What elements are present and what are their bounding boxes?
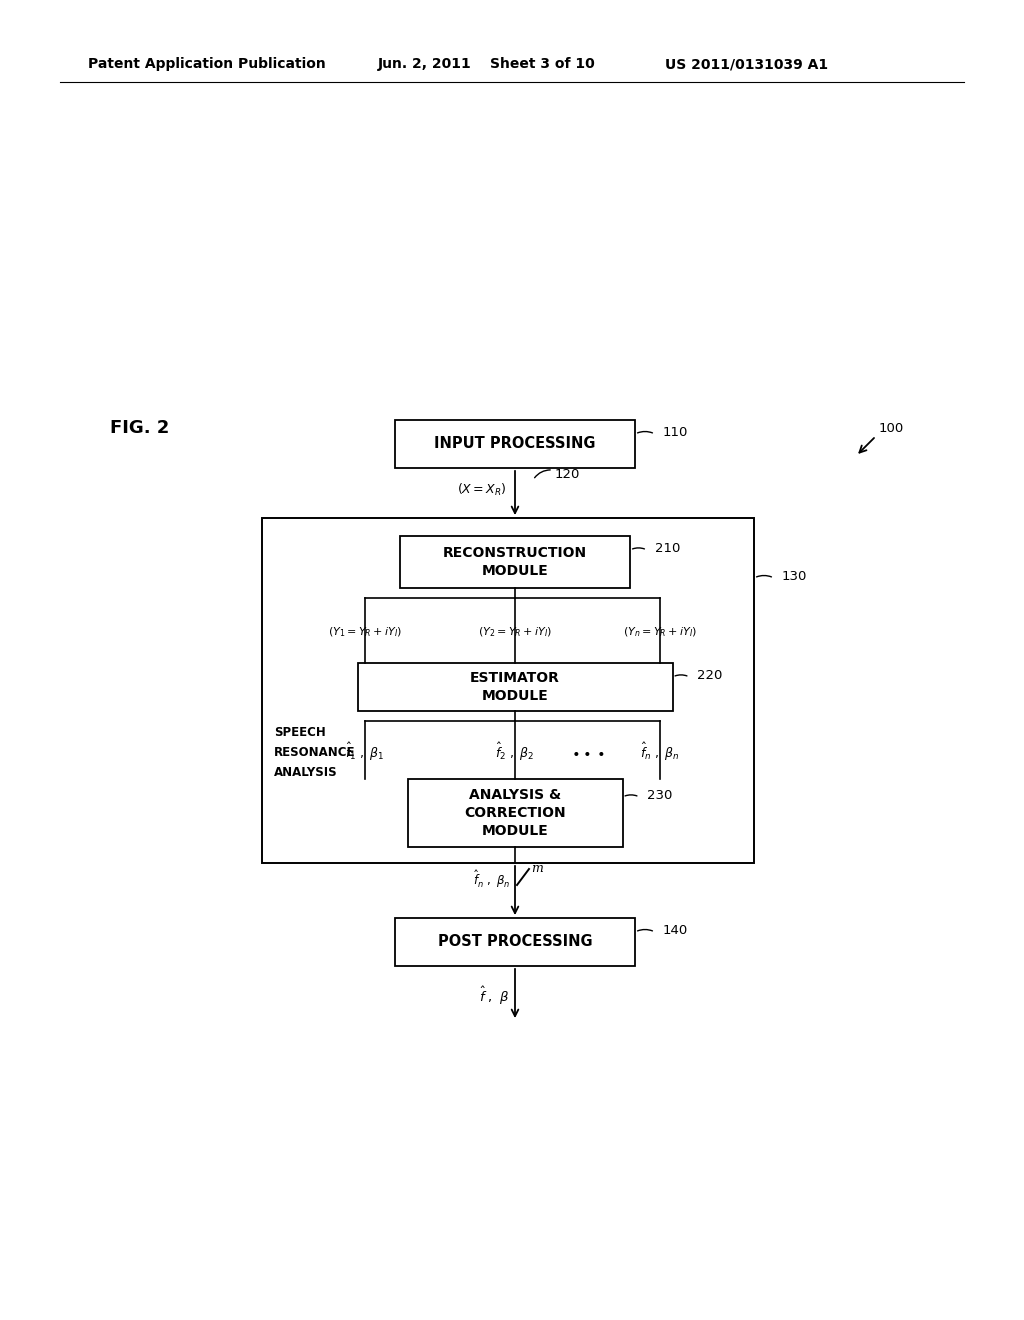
Text: 130: 130 <box>782 570 807 583</box>
Text: $\hat{f}_n\ ,\ \beta_n$: $\hat{f}_n\ ,\ \beta_n$ <box>473 869 511 890</box>
Text: $\bullet\bullet\bullet$: $\bullet\bullet\bullet$ <box>570 744 604 759</box>
Text: RECONSTRUCTION
MODULE: RECONSTRUCTION MODULE <box>443 545 587 578</box>
Bar <box>357 663 673 711</box>
Text: $\hat{f}_2\ ,\ \beta_2$: $\hat{f}_2\ ,\ \beta_2$ <box>496 741 535 763</box>
Text: POST PROCESSING: POST PROCESSING <box>437 935 592 949</box>
Text: ESTIMATOR
MODULE: ESTIMATOR MODULE <box>470 671 560 704</box>
Text: $\hat{f}_1\ ,\ \beta_1$: $\hat{f}_1\ ,\ \beta_1$ <box>345 741 385 763</box>
Text: $\hat{f}_n\ ,\ \beta_n$: $\hat{f}_n\ ,\ \beta_n$ <box>640 741 680 763</box>
Bar <box>395 420 635 469</box>
Text: INPUT PROCESSING: INPUT PROCESSING <box>434 437 596 451</box>
Text: 230: 230 <box>647 789 673 803</box>
Text: $(Y_n = Y_R + iY_I)$: $(Y_n = Y_R + iY_I)$ <box>623 626 697 639</box>
Text: $(Y_1 = Y_R + iY_I)$: $(Y_1 = Y_R + iY_I)$ <box>328 626 402 639</box>
Text: 210: 210 <box>655 543 680 554</box>
Text: m: m <box>531 862 543 874</box>
Text: FIG. 2: FIG. 2 <box>110 418 169 437</box>
Text: 140: 140 <box>663 924 688 937</box>
Text: SPEECH
RESONANCE
ANALYSIS: SPEECH RESONANCE ANALYSIS <box>274 726 355 779</box>
Text: Jun. 2, 2011: Jun. 2, 2011 <box>378 57 472 71</box>
Bar <box>400 536 630 587</box>
Text: Sheet 3 of 10: Sheet 3 of 10 <box>490 57 595 71</box>
Text: $(X = X_R )$: $(X = X_R )$ <box>458 482 507 498</box>
Text: ANALYSIS &
CORRECTION
MODULE: ANALYSIS & CORRECTION MODULE <box>464 788 566 838</box>
Bar <box>395 917 635 966</box>
Text: US 2011/0131039 A1: US 2011/0131039 A1 <box>665 57 828 71</box>
Text: 120: 120 <box>555 469 581 480</box>
Bar <box>408 779 623 847</box>
Text: 100: 100 <box>879 421 904 434</box>
Text: $(Y_2 = Y_R + iY_I)$: $(Y_2 = Y_R + iY_I)$ <box>478 626 552 639</box>
Text: $\hat{f}\ ,\ \beta$: $\hat{f}\ ,\ \beta$ <box>479 985 509 1007</box>
Bar <box>262 517 754 863</box>
Text: 220: 220 <box>697 669 723 682</box>
Text: 110: 110 <box>663 426 688 440</box>
Text: Patent Application Publication: Patent Application Publication <box>88 57 326 71</box>
